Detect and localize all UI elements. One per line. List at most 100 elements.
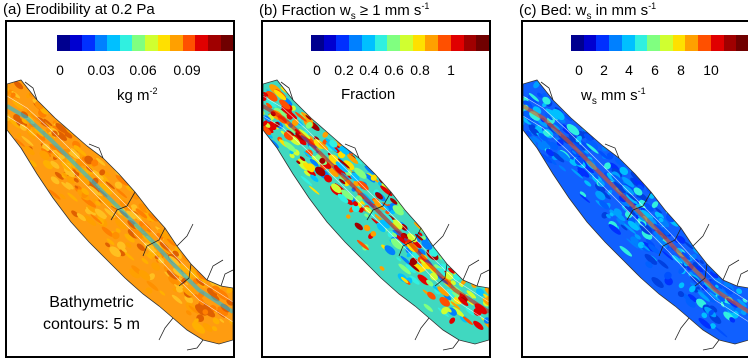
colorbar-swatch	[698, 35, 711, 51]
channel-streak	[523, 104, 748, 314]
map-cell	[229, 320, 233, 327]
map-cell	[323, 123, 331, 129]
tributary	[186, 339, 204, 351]
map-cell	[364, 206, 373, 214]
map-cell	[656, 190, 665, 198]
map-cell	[296, 88, 308, 99]
map-cell	[347, 154, 359, 164]
tributary	[110, 191, 136, 221]
map-cell	[379, 266, 385, 271]
map-cell	[564, 114, 573, 122]
map-cell	[351, 204, 360, 213]
map-cell	[545, 108, 558, 119]
map-cell	[718, 264, 731, 275]
map-cell	[395, 234, 408, 245]
tributary	[442, 339, 460, 351]
map-cell	[598, 150, 609, 160]
map-cell	[728, 275, 735, 281]
map-cell	[450, 280, 456, 286]
map-cell	[202, 309, 209, 315]
note-line-1: Bathymetric	[49, 294, 134, 311]
panel-b-frame: 0 0.2 0.4 0.6 0.8 1 Fraction	[261, 20, 491, 358]
map-cell	[201, 260, 208, 267]
map-cell	[413, 263, 423, 273]
map-cell	[426, 279, 434, 287]
bathymetry-note: Bathymetric contours: 5 m	[43, 292, 140, 336]
map-cell	[218, 269, 232, 281]
map-cell	[115, 228, 121, 233]
map-cell	[664, 202, 670, 208]
map-cell	[614, 157, 625, 167]
map-cell	[343, 160, 355, 170]
map-cell	[417, 231, 423, 237]
colorbar-swatch	[132, 35, 146, 51]
map-cell	[329, 168, 339, 178]
map-cell	[637, 184, 644, 191]
tributary	[142, 227, 166, 257]
colorbar-a-unit: kg m-2	[117, 86, 158, 104]
map-cell	[186, 286, 195, 294]
map-cell	[146, 197, 153, 204]
map-cell	[305, 115, 312, 121]
bathymetric-contour	[7, 115, 233, 323]
map-cell	[573, 109, 584, 119]
map-cell	[626, 238, 639, 249]
map-cell	[586, 143, 599, 154]
map-cell	[211, 326, 218, 332]
panel-b-title: (b) Fraction ws ≥ 1 mm s-1	[259, 1, 430, 22]
map-cell	[7, 113, 11, 121]
map-cell	[731, 271, 739, 278]
map-cell	[729, 317, 736, 323]
map-cell	[425, 210, 437, 222]
colorbar-swatch	[672, 35, 686, 51]
map-cell	[400, 276, 409, 284]
map-cell	[466, 269, 478, 280]
map-cell	[270, 95, 277, 101]
map-cell	[645, 261, 653, 269]
map-cell	[484, 287, 489, 297]
tributary	[398, 227, 422, 257]
colorbar-swatch	[685, 35, 699, 51]
map-cell	[193, 318, 199, 325]
map-cell	[571, 168, 584, 179]
map-cell	[13, 113, 21, 122]
map-cell	[136, 243, 146, 252]
colorbar-swatch	[94, 35, 108, 51]
map-cell	[48, 189, 61, 200]
map-cell	[415, 203, 422, 210]
map-cell	[157, 229, 170, 239]
map-cell	[168, 275, 179, 286]
map-cell	[88, 185, 101, 196]
map-cell	[737, 298, 747, 308]
map-cell	[34, 128, 44, 137]
map-cell	[87, 127, 91, 131]
colorbar-swatch	[195, 35, 208, 51]
map-cell	[458, 283, 464, 288]
tributary	[432, 223, 450, 247]
tick-label: 0	[56, 62, 64, 78]
map-cell	[667, 195, 680, 206]
map-cell	[428, 217, 440, 228]
map-cell	[219, 318, 225, 323]
map-cell	[701, 312, 708, 319]
tick-label: 1	[447, 62, 455, 78]
map-cell	[653, 223, 665, 234]
map-cell	[194, 293, 204, 303]
map-cell	[91, 159, 99, 167]
tributary	[434, 263, 448, 287]
tick-label: 0.6	[384, 62, 404, 78]
map-cell	[685, 298, 696, 308]
map-cell	[355, 195, 363, 203]
colorbar-swatch	[438, 35, 451, 51]
map-cell	[263, 94, 267, 101]
map-cell	[92, 169, 104, 180]
map-cell	[643, 202, 654, 212]
colorbar-swatch	[374, 35, 388, 51]
map-cell	[184, 295, 194, 304]
map-cell	[202, 248, 213, 258]
map-cell	[619, 166, 629, 176]
map-cell	[80, 197, 93, 207]
map-cell	[212, 258, 226, 270]
map-cell	[671, 254, 682, 264]
map-cell	[634, 234, 641, 240]
